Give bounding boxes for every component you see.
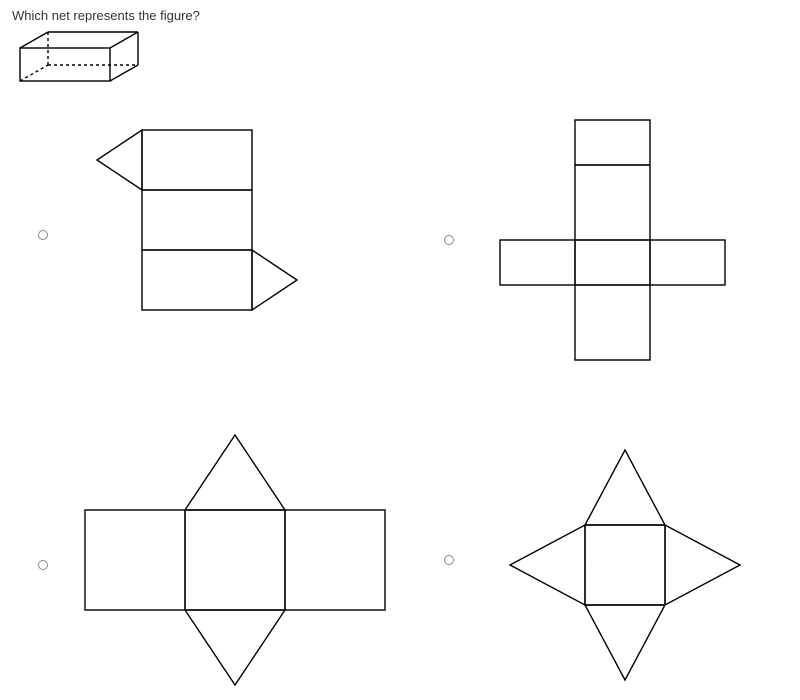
net-diagram-opt-b: [475, 115, 755, 375]
net-diagram-opt-d: [485, 430, 765, 690]
radio-opt-d[interactable]: [444, 555, 454, 565]
net-diagram-opt-a: [82, 120, 312, 350]
question-text: Which net represents the figure?: [12, 8, 200, 23]
radio-opt-a[interactable]: [38, 230, 48, 240]
radio-opt-c[interactable]: [38, 560, 48, 570]
prism-3d-figure: [18, 30, 148, 90]
net-diagram-opt-c: [75, 420, 395, 700]
radio-opt-b[interactable]: [444, 235, 454, 245]
